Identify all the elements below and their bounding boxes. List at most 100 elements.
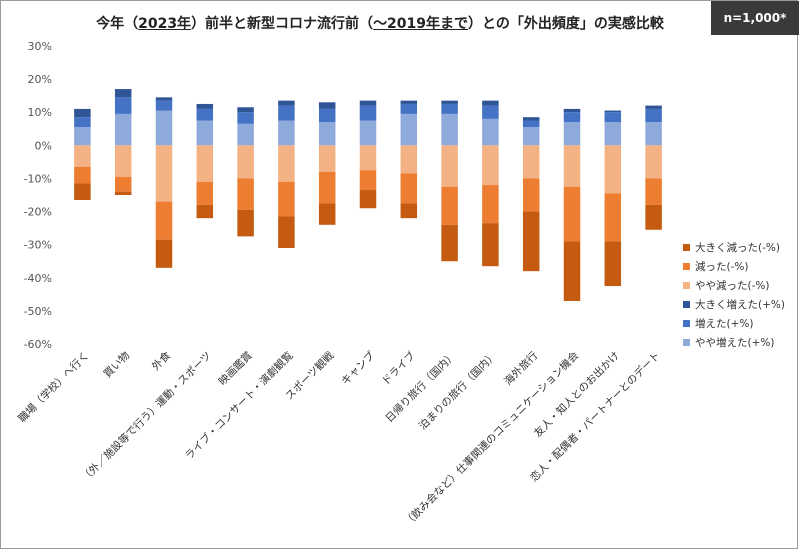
bar-segment [522,211,540,272]
bar-segment [645,108,662,123]
bar-segment [400,173,418,204]
bar-segment [114,191,132,195]
bar-segment [604,110,622,113]
bar-segment [278,145,295,182]
y-tick-label: -60% [24,338,52,351]
legend-swatch [683,301,690,308]
bar-segment [482,100,499,106]
legend-label: やや減った(-%) [695,280,770,292]
x-category-label: 泊まりの旅行（国内） [416,349,499,432]
bar-segment [237,123,254,146]
bar-segment [114,89,132,98]
bar-segment [645,204,662,230]
bar-segment [237,107,254,113]
bar-segment [318,203,336,225]
bar-segment [400,145,418,174]
bar-segment [359,105,377,121]
bar-segment [74,166,91,184]
y-tick-label: -40% [24,272,52,285]
bar-segment [196,181,214,205]
bar-segment [278,105,295,121]
bar-segment [278,120,295,146]
bar-segment [74,127,91,146]
x-category-label: 映画鑑賞 [216,349,255,388]
bar-segment [318,102,336,109]
bar-segment [441,103,458,114]
legend-label: 大きく減った(-%) [695,242,780,254]
bar-segment [604,112,622,123]
y-tick-label: 0% [35,139,52,152]
bar-segment [400,103,418,114]
bar-segment [196,120,214,146]
legend-label: 増えた(+%) [695,318,754,330]
bar-segment [318,171,336,204]
y-tick-label: 10% [28,106,52,119]
legend-swatch [683,244,690,251]
bars [74,89,662,301]
bar-segment [441,145,458,187]
title-prepandemic: ～2019年まで [373,16,469,32]
title-part-3: ）前半と新型コロナ流行前（ [191,16,374,32]
x-category-label: 職場（学校）へ行く [16,349,92,425]
bar-segment [155,201,173,240]
bar-segment [563,145,581,187]
bar-segment [74,183,91,200]
bar-segment [278,181,295,217]
bar-segment [155,110,173,146]
bar-segment [441,224,458,262]
bar-segment [522,120,540,128]
bar-segment [604,241,622,287]
bar-segment [155,100,173,111]
legend-label: やや増えた(+%) [695,337,775,349]
bar-segment [441,113,458,146]
bar-segment [196,145,214,182]
bar-segment [74,108,91,118]
bar-segment [359,170,377,191]
legend-swatch [683,263,690,270]
y-tick-label: -10% [24,172,52,185]
bar-segment [359,190,377,209]
bar-segment [522,117,540,121]
bar-segment [359,120,377,146]
y-tick-label: 20% [28,73,52,86]
bar-segment [563,112,581,123]
bar-segment [237,209,254,237]
y-tick-label: 30% [28,40,52,53]
bar-segment [400,113,418,146]
bar-segment [318,145,336,172]
x-category-label: 外食 [149,349,173,373]
bar-segment [359,145,377,171]
chart-title: 今年（2023年）前半と新型コロナ流行前（～2019年まで）との「外出頻度」の実… [60,13,700,33]
bar-segment [645,178,662,205]
y-tick-label: -20% [24,206,52,219]
bar-segment [441,100,458,104]
title-part-1: 今年（ [96,16,139,32]
bar-segment [482,145,499,186]
bar-segment [645,145,662,179]
bar-segment [318,108,336,123]
bar-segment [74,145,91,167]
bar-segment [114,176,132,192]
legend-item: やや減った(-%) [683,276,785,295]
x-category-label: 日帰り旅行（国内） [383,349,459,425]
legend-item: 大きく増えた(+%) [683,295,785,314]
x-axis-labels: 職場（学校）へ行く 買い物 外食（外／施設等で行う）運動・スポーツ 映画鑑賞ライブ・コ… [16,349,663,529]
bar-segment [359,100,377,106]
bar-segment [155,239,173,268]
bar-segment [155,145,173,202]
title-part-5: ）との「外出頻度」の実感比較 [468,16,664,32]
legend-swatch [683,339,690,346]
y-tick-label: -30% [24,239,52,252]
y-tick-label: -50% [24,305,52,318]
legend: 大きく減った(-%) 減った(-%) やや減った(-%) 大きく増えた(+%) 増えた(… [683,238,785,352]
legend-item: 増えた(+%) [683,314,785,333]
bar-segment [318,122,336,146]
bar-segment [155,97,173,101]
bar-segment [604,145,622,194]
title-year: 2023年 [138,16,192,32]
bar-segment [522,145,540,179]
legend-label: 大きく増えた(+%) [695,299,785,311]
x-category-label: 海外旅行 [501,349,540,388]
